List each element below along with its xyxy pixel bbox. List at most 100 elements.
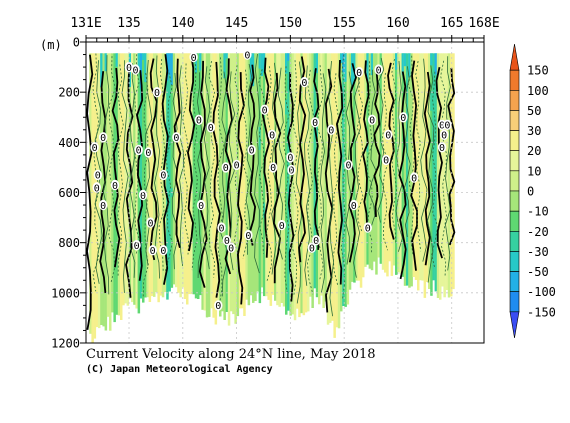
section-cell-surface bbox=[342, 53, 345, 73]
section-cell bbox=[234, 53, 237, 324]
section-cell-surface bbox=[249, 53, 253, 82]
section-cell-surface bbox=[100, 53, 103, 88]
colorbar-label: -150 bbox=[527, 305, 556, 319]
zero-label-bg bbox=[300, 76, 309, 88]
zero-label-bg bbox=[440, 129, 449, 140]
section-cell bbox=[214, 53, 218, 325]
zero-contour-line bbox=[198, 60, 208, 288]
y-tick-label: 600 bbox=[58, 186, 80, 200]
section-cell bbox=[128, 53, 132, 299]
colorbar-label: 20 bbox=[527, 144, 541, 158]
velocity-contour-line bbox=[328, 60, 335, 317]
section-cell-deep bbox=[366, 143, 369, 152]
section-cell bbox=[280, 53, 284, 303]
zero-label: 0 bbox=[100, 201, 106, 212]
zero-label-bg bbox=[189, 51, 198, 63]
colorbar-label: -100 bbox=[527, 285, 556, 299]
section-cell bbox=[135, 53, 138, 309]
section-cell bbox=[144, 53, 147, 298]
velocity-contour-line bbox=[144, 59, 153, 266]
colorbar-swatch bbox=[509, 130, 520, 152]
section-cell-deep bbox=[342, 99, 345, 125]
section-cell bbox=[285, 53, 288, 315]
section-cell bbox=[379, 53, 383, 264]
section-cell bbox=[256, 53, 259, 292]
zero-label-bg bbox=[312, 235, 321, 246]
section-cell bbox=[236, 53, 240, 317]
velocity-contour-line bbox=[191, 56, 198, 271]
zero-label: 0 bbox=[444, 121, 450, 132]
section-cell bbox=[359, 53, 363, 288]
velocity-contour-line bbox=[121, 60, 129, 293]
section-cell bbox=[142, 53, 145, 303]
zero-contour-line bbox=[398, 71, 407, 280]
colorbar-swatch bbox=[509, 251, 520, 272]
section-cell bbox=[106, 53, 110, 317]
velocity-contour-line bbox=[108, 56, 116, 284]
zero-label-bg bbox=[194, 114, 204, 126]
section-cell bbox=[219, 53, 222, 317]
section-cell bbox=[348, 53, 352, 290]
section-cell bbox=[445, 53, 449, 290]
zero-label: 0 bbox=[134, 241, 140, 252]
zero-label-bg bbox=[172, 132, 181, 143]
colorbar-label: -50 bbox=[527, 265, 549, 279]
section-cell bbox=[439, 53, 442, 300]
colorbar-swatch bbox=[509, 230, 520, 252]
section-cell bbox=[157, 53, 160, 303]
zero-contour-line bbox=[435, 67, 443, 259]
section-cell bbox=[197, 53, 200, 299]
section-cell bbox=[408, 53, 411, 288]
zero-label: 0 bbox=[132, 65, 138, 76]
zero-label-bg bbox=[310, 117, 320, 128]
zero-label-bg bbox=[244, 229, 253, 241]
zero-label: 0 bbox=[223, 163, 229, 174]
velocity-contour-line bbox=[283, 66, 290, 293]
section-cell bbox=[430, 53, 433, 296]
velocity-contour-line bbox=[431, 71, 439, 269]
section-cell bbox=[212, 53, 215, 318]
zero-label-bg bbox=[214, 300, 223, 311]
section-cell bbox=[139, 53, 143, 299]
section-cell-deep bbox=[315, 123, 319, 137]
section-cell bbox=[201, 53, 204, 310]
zero-label: 0 bbox=[269, 131, 275, 142]
zero-label-bg bbox=[222, 235, 232, 246]
zero-label: 0 bbox=[191, 53, 197, 64]
section-cell bbox=[364, 53, 367, 267]
section-cell bbox=[366, 53, 369, 265]
y-tick-label: 0 bbox=[73, 36, 80, 50]
section-cell bbox=[362, 53, 365, 278]
zero-label-bg bbox=[93, 169, 103, 181]
zero-label-bg bbox=[247, 144, 256, 156]
velocity-contour-line bbox=[304, 65, 310, 286]
section-cell bbox=[315, 53, 319, 298]
section-cell bbox=[230, 53, 233, 312]
zero-contour-line bbox=[447, 67, 456, 246]
velocity-contour-line bbox=[340, 54, 347, 300]
velocity-contour-line bbox=[307, 69, 315, 295]
section-cell bbox=[357, 53, 361, 281]
zero-contour-line bbox=[125, 67, 134, 298]
zero-label-bg bbox=[363, 222, 372, 233]
y-tick-label: 1000 bbox=[51, 286, 80, 300]
section-cell bbox=[368, 53, 372, 269]
section-cell-surface bbox=[344, 53, 347, 82]
zero-contour-line bbox=[173, 58, 182, 249]
zero-label-bg bbox=[144, 147, 153, 158]
velocity-contour-line bbox=[216, 57, 225, 306]
section-cell bbox=[419, 53, 422, 281]
zero-contour-line bbox=[261, 57, 270, 258]
colorbar-swatch bbox=[509, 89, 520, 111]
section-cell bbox=[267, 53, 270, 300]
zero-label-bg bbox=[159, 245, 168, 256]
section-cell-surface bbox=[225, 53, 229, 59]
velocity-contour-line bbox=[241, 69, 249, 259]
section-cell bbox=[104, 53, 108, 331]
x-tick-label: 145 bbox=[225, 16, 248, 31]
section-cell bbox=[100, 53, 103, 326]
section-cell bbox=[333, 53, 336, 338]
zero-label: 0 bbox=[215, 301, 221, 312]
section-cell bbox=[293, 53, 297, 321]
